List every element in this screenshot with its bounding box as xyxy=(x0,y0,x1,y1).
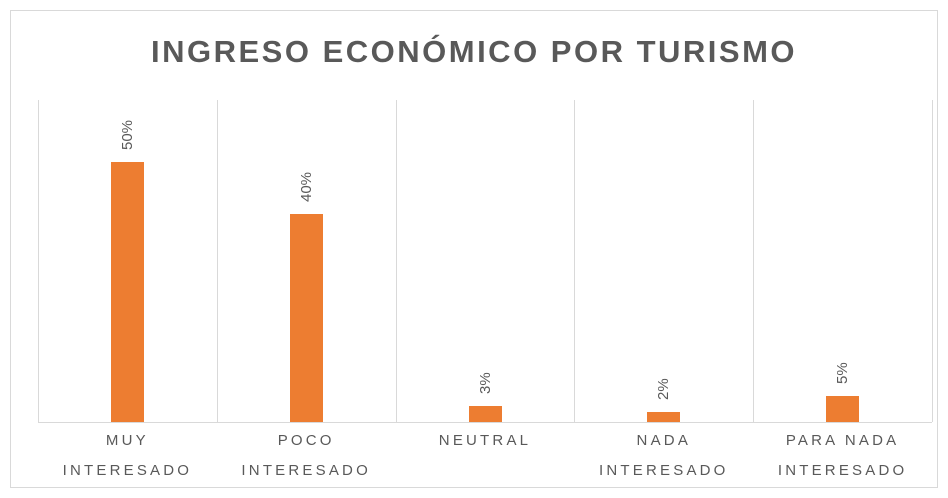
x-tick-label: POCO INTERESADO xyxy=(241,432,371,479)
data-label: 40% xyxy=(297,171,315,202)
data-label: 2% xyxy=(655,377,673,400)
x-tick-label: MUY INTERESADO xyxy=(62,432,193,479)
grid-line xyxy=(216,100,218,422)
bar xyxy=(647,411,681,422)
x-tick-label: NADA INTERESADO xyxy=(599,432,729,479)
grid-line xyxy=(395,100,397,422)
data-label: 50% xyxy=(118,119,136,150)
grid-line xyxy=(574,100,576,422)
x-tick-label: NEUTRAL xyxy=(438,432,532,449)
grid-line xyxy=(932,100,933,422)
bar xyxy=(289,214,323,422)
grid-line xyxy=(38,100,39,422)
data-label: 3% xyxy=(476,372,494,395)
data-label: 5% xyxy=(834,362,852,384)
bar xyxy=(826,396,860,422)
chart-title: INGRESO ECONÓMICO POR TURISMO xyxy=(150,34,798,69)
grid-line xyxy=(753,100,755,422)
chart-frame xyxy=(10,10,938,488)
bar xyxy=(468,406,502,422)
x-axis-line xyxy=(38,422,932,423)
x-tick-label: PARA NADA INTERESADO xyxy=(777,432,908,479)
bar xyxy=(110,162,144,422)
